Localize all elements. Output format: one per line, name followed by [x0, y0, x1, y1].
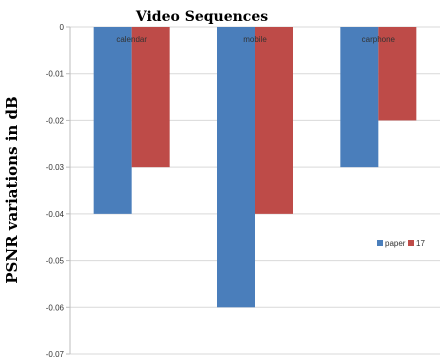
category-label: calendar: [116, 35, 147, 44]
y-tick-labels: 0 -0.01 -0.02 -0.03 -0.04 -0.05 -0.06 -0.07: [46, 23, 70, 359]
y-tick-label: -0.03: [46, 163, 65, 172]
y-tick-label: -0.04: [46, 210, 65, 219]
y-tick-label: -0.02: [46, 116, 65, 125]
y-tick-label: 0: [60, 23, 65, 32]
bar-paper-carphone: [340, 27, 379, 168]
bar-17-carphone: [378, 27, 417, 121]
bar-17-mobile: [255, 27, 293, 214]
y-tick-label: -0.07: [46, 350, 65, 359]
category-label: mobile: [243, 35, 267, 44]
y-tick-label: -0.05: [46, 257, 65, 266]
legend-swatch-paper: [377, 240, 383, 246]
legend-swatch-17: [408, 240, 414, 246]
category-labels: calendar mobile carphone: [116, 35, 395, 44]
y-axis-label: PSNR variations in dB: [3, 96, 21, 283]
bar-17-calendar: [131, 27, 170, 168]
bar-paper-calendar: [93, 27, 132, 214]
category-label: carphone: [362, 35, 396, 44]
legend-label: 17: [416, 239, 425, 248]
legend-label: paper: [385, 239, 406, 248]
legend: paper 17: [377, 239, 425, 248]
y-tick-label: -0.01: [46, 70, 65, 79]
chart-title: Video Sequences: [135, 9, 268, 25]
bar-paper-mobile: [217, 27, 255, 308]
y-tick-label: -0.06: [46, 303, 65, 312]
bars: [93, 27, 417, 308]
